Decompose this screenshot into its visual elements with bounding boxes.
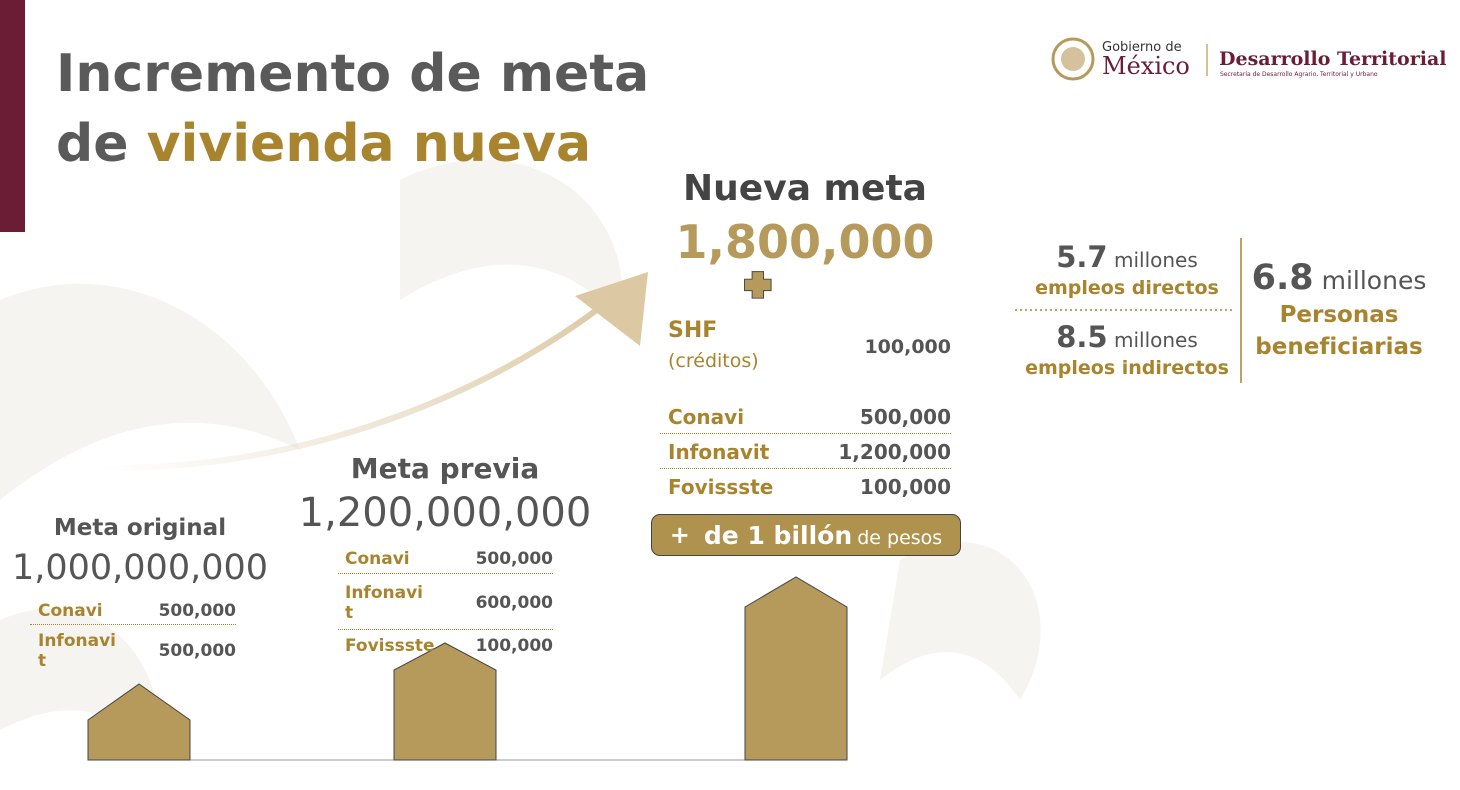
badge-plus: + <box>669 521 690 549</box>
row-value: 100,000 <box>859 474 951 499</box>
row-name: Infonavit <box>38 631 116 671</box>
indirectos-label: empleos indirectos <box>1025 357 1229 379</box>
row-name: Conavi <box>345 549 410 569</box>
row-value: 600,000 <box>475 592 553 613</box>
stat-unit: millones <box>1113 328 1198 352</box>
row-name: Fovissste <box>345 636 435 656</box>
badge-amount: de 1 billón <box>703 520 853 550</box>
logo-gobierno: Gobierno de <box>1102 40 1182 55</box>
row-name: Infonavit <box>668 439 770 464</box>
title-highlight: vivienda nueva <box>146 114 592 174</box>
shf-value: 100,000 <box>864 336 951 358</box>
previa-total: 1,200,000,000 <box>298 490 592 536</box>
previa-label: Meta previa <box>350 452 540 485</box>
row-name: Conavi <box>668 404 745 429</box>
badge: + de 1 billón de pesos <box>651 514 961 556</box>
stat-value: 5.7 <box>1056 240 1108 274</box>
original-label: Meta original <box>53 515 227 541</box>
title-line1: Incremento de meta <box>56 44 650 104</box>
nueva-row: Fovissste 100,000 <box>660 470 951 503</box>
previa-row: Conavi 500,000 <box>338 545 553 574</box>
row-value: 500,000 <box>475 549 553 569</box>
stat-value: 6.8 <box>1251 258 1314 298</box>
nueva-row: Conavi 500,000 <box>660 400 951 434</box>
previa-row: Infonavit 600,000 <box>338 576 553 630</box>
logo-dept-sub: Secretaría de Desarrollo Agrario, Territ… <box>1220 71 1378 78</box>
title-prefix: de <box>56 114 129 174</box>
stat-unit: millones <box>1113 248 1198 272</box>
shf-note: (créditos) <box>668 350 759 372</box>
stat-value: 8.5 <box>1056 320 1108 354</box>
title-line2: de vivienda nueva <box>56 114 591 174</box>
row-name: Fovissste <box>668 474 774 499</box>
previa-row: Fovissste 100,000 <box>338 632 553 660</box>
logo-mexico: México <box>1102 52 1190 80</box>
directos: 5.7 millones <box>1056 240 1198 274</box>
personas-label2: beneficiarias <box>1255 334 1423 360</box>
row-value: 1,200,000 <box>838 439 951 464</box>
nueva-total: 1,800,000 <box>675 215 935 269</box>
shf-name: SHF <box>668 318 718 343</box>
original-row: Infonavit 500,000 <box>30 627 236 675</box>
badge-unit: de pesos <box>857 526 943 549</box>
nueva-row: Infonavit 1,200,000 <box>660 435 951 469</box>
nueva-label: Nueva meta <box>683 168 927 209</box>
row-value: 100,000 <box>475 636 553 656</box>
logo-dept: Desarrollo Territorial <box>1219 48 1447 70</box>
stat-unit: millones <box>1321 266 1427 295</box>
personas: 6.8 millones <box>1252 258 1427 298</box>
personas-label1: Personas <box>1279 302 1399 328</box>
row-value: 500,000 <box>158 600 236 621</box>
original-row: Conavi 500,000 <box>30 597 236 625</box>
row-name: Conavi <box>38 600 103 621</box>
row-value: 500,000 <box>859 404 951 429</box>
directos-label: empleos directos <box>1035 277 1219 299</box>
indirectos: 8.5 millones <box>1056 320 1198 354</box>
original-total: 1,000,000,000 <box>11 548 269 588</box>
row-name: Infonavit <box>345 582 423 623</box>
row-value: 500,000 <box>158 641 236 661</box>
